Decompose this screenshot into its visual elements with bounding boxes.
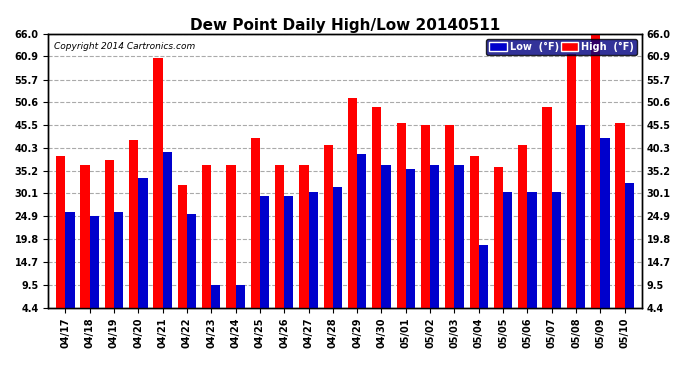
Bar — [178, 185, 187, 327]
Bar — [406, 169, 415, 327]
Bar — [138, 178, 148, 327]
Bar — [299, 165, 308, 327]
Bar — [284, 196, 293, 327]
Bar — [494, 167, 503, 327]
Bar — [163, 152, 172, 327]
Bar — [455, 165, 464, 327]
Bar — [235, 285, 245, 327]
Bar — [211, 285, 221, 327]
Bar — [600, 138, 609, 327]
Bar — [382, 165, 391, 327]
Bar — [187, 214, 196, 327]
Bar — [397, 123, 406, 327]
Bar — [260, 196, 269, 327]
Bar — [275, 165, 284, 327]
Bar — [552, 192, 561, 327]
Bar — [518, 145, 527, 327]
Bar — [615, 123, 624, 327]
Bar — [479, 245, 488, 327]
Bar — [105, 160, 114, 327]
Bar — [81, 165, 90, 327]
Bar — [348, 98, 357, 327]
Bar — [445, 125, 455, 327]
Bar — [153, 58, 163, 327]
Bar — [591, 34, 600, 327]
Bar — [527, 192, 537, 327]
Bar — [308, 192, 318, 327]
Bar — [469, 156, 479, 327]
Bar — [372, 107, 382, 327]
Bar — [357, 154, 366, 327]
Bar — [250, 138, 260, 327]
Bar — [202, 165, 211, 327]
Bar — [542, 107, 552, 327]
Bar — [226, 165, 235, 327]
Legend: Low  (°F), High  (°F): Low (°F), High (°F) — [486, 39, 637, 54]
Bar — [503, 192, 512, 327]
Bar — [324, 145, 333, 327]
Bar — [56, 156, 66, 327]
Text: Copyright 2014 Cartronics.com: Copyright 2014 Cartronics.com — [55, 42, 195, 51]
Bar — [566, 54, 576, 327]
Bar — [66, 211, 75, 327]
Bar — [421, 125, 430, 327]
Title: Dew Point Daily High/Low 20140511: Dew Point Daily High/Low 20140511 — [190, 18, 500, 33]
Bar — [430, 165, 440, 327]
Bar — [90, 216, 99, 327]
Bar — [114, 211, 124, 327]
Bar — [624, 183, 634, 327]
Bar — [576, 125, 585, 327]
Bar — [333, 187, 342, 327]
Bar — [129, 140, 138, 327]
